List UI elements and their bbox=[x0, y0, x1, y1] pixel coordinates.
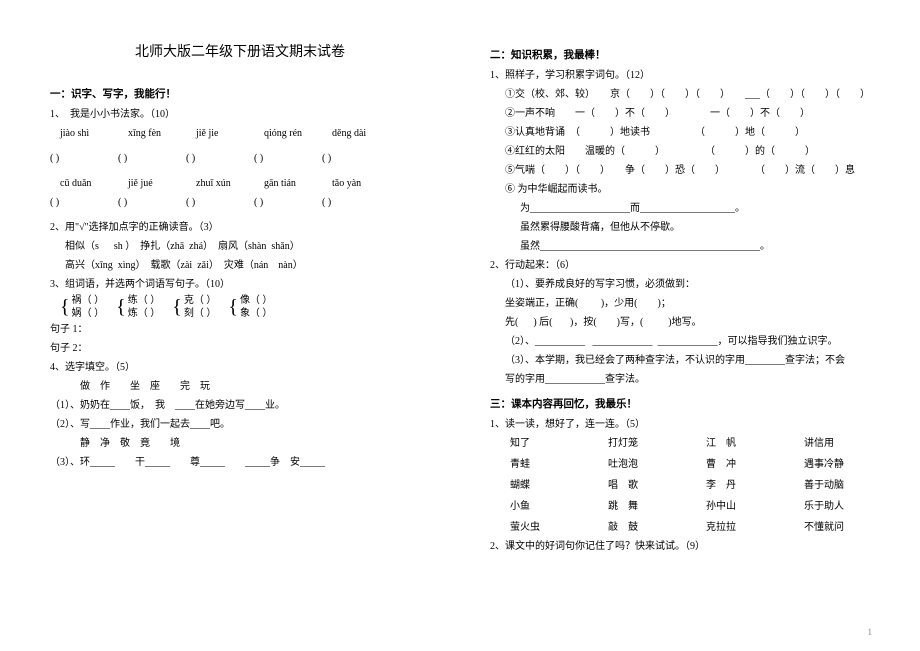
pinyin-pair: gān tián bbox=[264, 174, 332, 193]
brace-group: { 祸（ ） 娲（ ） { 练（ ） 炼（ ） { 克（ ） 刻（ ） { 像（ bbox=[50, 294, 430, 320]
paren-blank: ( ) bbox=[118, 193, 186, 212]
match-cell: 青蛙 bbox=[510, 455, 576, 474]
pinyin-pair: xīng fèn bbox=[128, 124, 196, 143]
match-cell: 跳 舞 bbox=[608, 497, 674, 516]
s2-line-a: ①交（校、郊、较） 京（ ）（ ）（ ） ___（ ）（ ）（ ） bbox=[490, 85, 880, 104]
paren-row-1: ( ) ( ) ( ) ( ) ( ) bbox=[50, 149, 430, 168]
match-cell: 知了 bbox=[510, 434, 576, 453]
brace-icon: { bbox=[172, 297, 182, 317]
s2-line-g-blank: 虽然______________________________________… bbox=[490, 237, 880, 256]
paren-blank: ( ) bbox=[186, 149, 254, 168]
exam-title: 北师大版二年级下册语文期末试卷 bbox=[50, 40, 430, 67]
paren-blank: ( ) bbox=[322, 193, 390, 212]
brace-item: 练（ ） bbox=[128, 294, 161, 307]
match-table: 知了 打灯笼 江 帆 讲信用 青蛙 吐泡泡 曹 冲 遇事冷静 蝴蝶 唱 歌 李 … bbox=[490, 434, 880, 537]
sentence1-label: 句子 1： bbox=[50, 320, 430, 339]
paren-blank: ( ) bbox=[50, 193, 118, 212]
q2-line2: 高兴（xīng xìng） 载歌（zài zǎi） 灾难（nán nàn） bbox=[50, 256, 430, 275]
paren-blank: ( ) bbox=[322, 149, 390, 168]
q4-choices2: 静 净 敬 竟 境 bbox=[50, 434, 430, 453]
s2-q2-line1: （1）、要养成良好的写字习惯，必须做到： bbox=[490, 275, 880, 294]
brace-item: 祸（ ） bbox=[72, 294, 105, 307]
match-cell: 善于动脑 bbox=[804, 476, 880, 495]
brace-item: 炼（ ） bbox=[128, 307, 161, 320]
brace-item: 象（ ） bbox=[240, 307, 273, 320]
match-cell: 萤火虫 bbox=[510, 518, 576, 537]
brace-icon: { bbox=[60, 297, 70, 317]
match-cell: 不懂就问 bbox=[804, 518, 880, 537]
section1-head: 一：识字、写字，我能行！ bbox=[50, 85, 430, 105]
match-cell: 江 帆 bbox=[706, 434, 772, 453]
q1-label: 1、 我是小小书法家。（10） bbox=[50, 105, 430, 124]
pinyin-pair: zhuī xún bbox=[196, 174, 264, 193]
pinyin-pair: jiě jie bbox=[196, 124, 264, 143]
match-cell: 蝴蝶 bbox=[510, 476, 576, 495]
brace-item: 克（ ） bbox=[184, 294, 217, 307]
paren-blank: ( ) bbox=[50, 149, 118, 168]
pinyin-pair: cū duǎn bbox=[60, 174, 128, 193]
s3-q1-label: 1、读一读，想好了，连一连。（5） bbox=[490, 415, 880, 434]
match-cell: 李 丹 bbox=[706, 476, 772, 495]
paren-blank: ( ) bbox=[118, 149, 186, 168]
pinyin-row-1: jiào shì xīng fèn jiě jie qióng rén děng… bbox=[50, 124, 430, 143]
brace-item: 刻（ ） bbox=[184, 307, 217, 320]
match-cell: 吐泡泡 bbox=[608, 455, 674, 474]
match-cell: 乐于助人 bbox=[804, 497, 880, 516]
q2-label: 2、用"√"选择加点字的正确读音。（3） bbox=[50, 218, 430, 237]
brace-icon: { bbox=[228, 297, 238, 317]
s2-line-f: ⑥ 为中华崛起而读书。 bbox=[490, 180, 880, 199]
paren-blank: ( ) bbox=[254, 149, 322, 168]
brace-icon: { bbox=[116, 297, 126, 317]
pinyin-pair: jiào shì bbox=[60, 124, 128, 143]
match-cell: 敲 鼓 bbox=[608, 518, 674, 537]
q4-line3: （3）、环_____ 干_____ 尊_____ _____争 安_____ bbox=[50, 453, 430, 472]
s2-line-c: ③认真地背诵 （ ）地读书 （ ）地（ ） bbox=[490, 123, 880, 142]
brace-item: 像（ ） bbox=[240, 294, 273, 307]
pinyin-row-2: cū duǎn jiě jué zhuī xún gān tián tǎo yà… bbox=[50, 174, 430, 193]
paren-row-2: ( ) ( ) ( ) ( ) ( ) bbox=[50, 193, 430, 212]
match-cell: 遇事冷静 bbox=[804, 455, 880, 474]
s2-q1-label: 1、照样子，学习积累字词句。（12） bbox=[490, 66, 880, 85]
match-cell: 克拉拉 bbox=[706, 518, 772, 537]
pinyin-pair: tǎo yàn bbox=[332, 174, 400, 193]
s2-q2-line4: （2）、__________ ____________ ____________… bbox=[490, 332, 880, 351]
q4-label: 4、选字填空。（5） bbox=[50, 358, 430, 377]
paren-blank: ( ) bbox=[186, 193, 254, 212]
pinyin-pair: děng dài bbox=[332, 124, 400, 143]
pinyin-pair: jiě jué bbox=[128, 174, 196, 193]
q3-label: 3、组词语，并选两个词语写句子。（10） bbox=[50, 275, 430, 294]
match-cell: 唱 歌 bbox=[608, 476, 674, 495]
sentence2-label: 句子 2： bbox=[50, 339, 430, 358]
s3-q2-label: 2、课文中的好词句你记住了吗？快来试试。（9） bbox=[490, 537, 880, 556]
s2-q2-line5b: 写的字用____________查字法。 bbox=[490, 370, 880, 389]
page-number: 1 bbox=[868, 627, 873, 637]
section3-head: 三：课本内容再回忆，我最乐！ bbox=[490, 395, 880, 415]
match-cell: 打灯笼 bbox=[608, 434, 674, 453]
brace-item: 娲（ ） bbox=[72, 307, 105, 320]
q2-line1: 相似（s sh ） 挣扎（zhā zhá） 扇风（shàn shǎn） bbox=[50, 237, 430, 256]
s2-q2-line3: 先( ) 后( )，按( )写，( )地写。 bbox=[490, 313, 880, 332]
s2-q2-label: 2、行动起来：（6） bbox=[490, 256, 880, 275]
q4-line2: （2）、写____作业，我们一起去____吧。 bbox=[50, 415, 430, 434]
q4-line1: （1）、奶奶在____饭， 我 ____在她旁边写____业。 bbox=[50, 396, 430, 415]
s2-line-b: ②一声不响 一（ ）不（ ） 一（ ）不（ ） bbox=[490, 104, 880, 123]
s2-line-e: ⑤气喘（ ）（ ） 争（ ）恐（ ） （ ）流（ ）息 bbox=[490, 161, 880, 180]
s2-q2-line2: 坐姿端正，正确( )，少用( )； bbox=[490, 294, 880, 313]
q4-choices1: 做 作 坐 座 完 玩 bbox=[50, 377, 430, 396]
match-cell: 讲信用 bbox=[804, 434, 880, 453]
pinyin-pair: qióng rén bbox=[264, 124, 332, 143]
section2-head: 二：知识积累，我最棒！ bbox=[490, 46, 880, 66]
s2-line-g: 虽然累得腰酸背痛，但他从不停歇。 bbox=[490, 218, 880, 237]
s2-line-f-blank: 为____________________而__________________… bbox=[490, 199, 880, 218]
s2-line-d: ④红红的太阳 温暖的（ ） （ ）的（ ） bbox=[490, 142, 880, 161]
match-cell: 曹 冲 bbox=[706, 455, 772, 474]
paren-blank: ( ) bbox=[254, 193, 322, 212]
s2-q2-line5a: （3）、本学期，我已经会了两种查字法，不认识的字用________查字法；不会 bbox=[490, 351, 880, 370]
match-cell: 孙中山 bbox=[706, 497, 772, 516]
match-cell: 小鱼 bbox=[510, 497, 576, 516]
